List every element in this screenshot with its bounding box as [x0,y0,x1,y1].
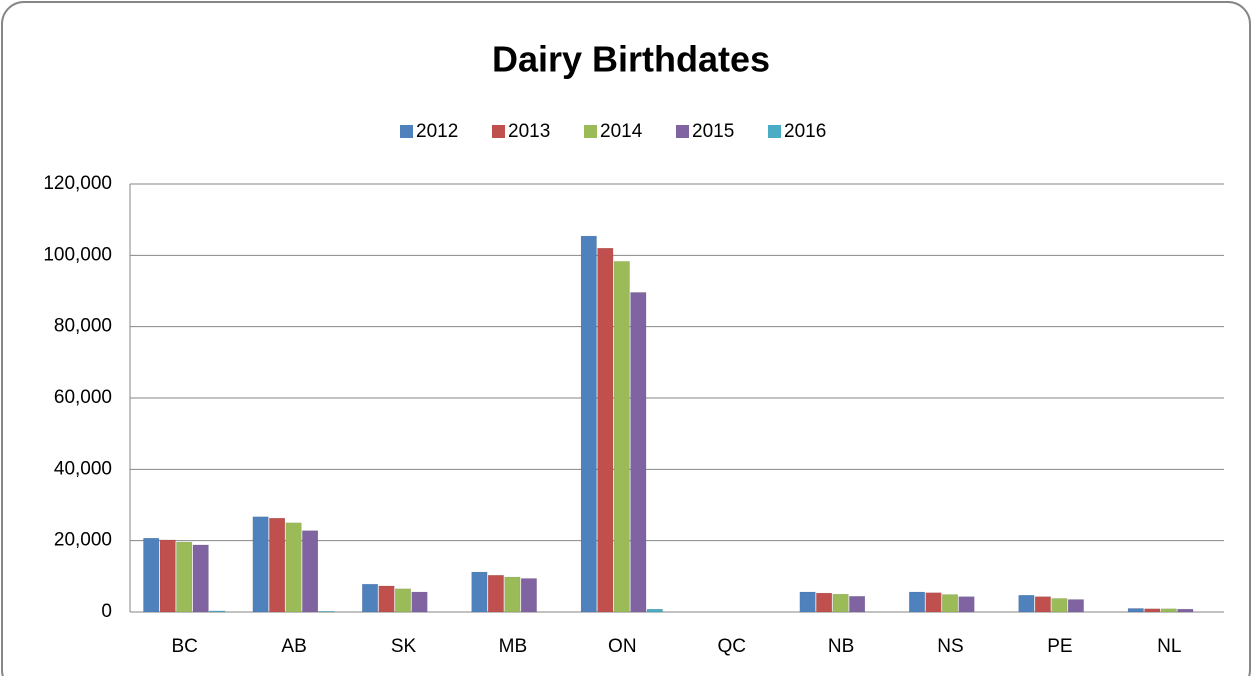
bar [252,516,269,613]
bar [1018,594,1035,613]
bar [411,591,428,613]
bar [580,235,597,613]
bar [1127,608,1144,613]
y-tick-label: 0 [101,601,112,622]
y-tick-label: 40,000 [54,458,112,479]
bar [487,575,504,613]
y-tick-label: 100,000 [43,244,112,265]
bar [597,247,614,613]
bar [285,522,302,613]
chart-title: Dairy Birthdates [492,39,770,80]
bar [1177,608,1194,613]
bar [1160,608,1177,613]
x-tick-label: AB [281,636,306,657]
bar [209,610,226,613]
bar [1144,608,1161,613]
x-tick-label: BC [171,636,197,657]
bar [395,588,411,613]
bar [646,608,663,613]
x-tick-label: QC [717,636,746,657]
bar [1067,599,1084,613]
bar [613,261,630,613]
legend-label: 2012 [416,121,458,142]
bar [799,591,816,613]
x-tick-label: NB [828,636,854,657]
bar [471,571,488,613]
bar [849,596,866,613]
legend-label: 2013 [508,121,550,142]
x-tick-label: NL [1157,636,1181,657]
y-tick-label: 80,000 [54,316,112,337]
y-tick-label: 60,000 [54,387,112,408]
bar [362,583,378,613]
bar [318,611,335,613]
bar [269,517,286,613]
y-tick-label: 120,000 [43,173,112,194]
legend-swatch [492,125,505,138]
x-tick-label: SK [391,636,417,657]
bar [1051,598,1068,613]
bar [958,596,975,613]
legend-label: 2015 [692,121,734,142]
bar [942,594,958,613]
bar [378,585,395,613]
legend-swatch [584,125,597,138]
legend-swatch [400,125,413,138]
bar [302,530,319,613]
bar [143,537,160,613]
bar [159,539,176,613]
bar [1034,596,1051,613]
bar [520,578,537,613]
legend-label: 2016 [784,121,826,142]
bar [832,593,849,613]
legend-swatch [676,125,689,138]
bar [925,592,942,613]
bar [176,541,193,613]
legend-swatch [768,125,781,138]
bar [630,292,647,613]
bar [192,544,209,613]
x-tick-label: ON [608,636,637,657]
bar [504,576,521,613]
bar [909,591,925,613]
legend-label: 2014 [600,121,643,142]
x-tick-label: PE [1047,636,1072,657]
bar [816,592,833,613]
y-tick-label: 20,000 [54,530,112,551]
x-tick-label: NS [937,636,963,657]
x-tick-label: MB [499,636,528,657]
